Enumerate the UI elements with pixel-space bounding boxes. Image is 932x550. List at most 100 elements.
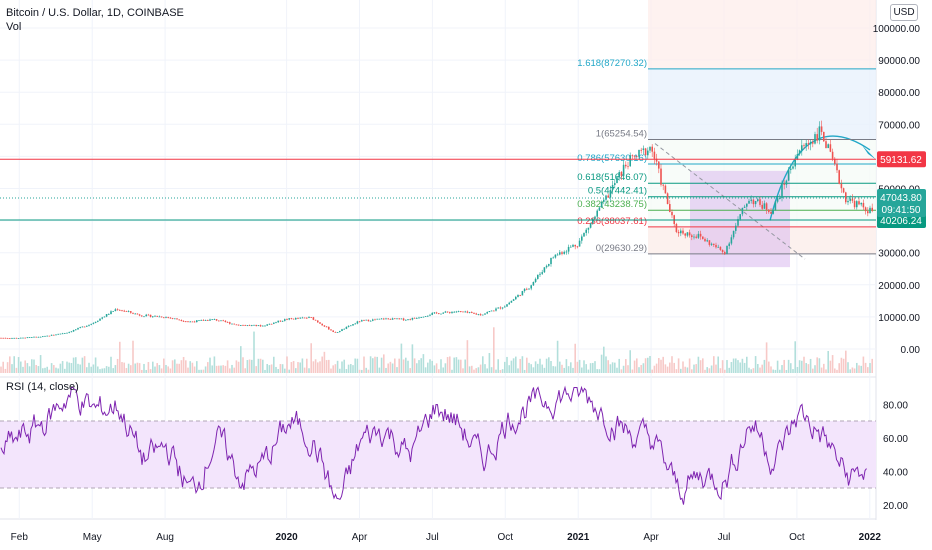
candle-body (686, 232, 689, 236)
volume-bar (517, 368, 519, 373)
candle-body (836, 163, 838, 171)
volume-bar (303, 367, 306, 373)
volume-bar (658, 358, 660, 373)
volume-bar (493, 327, 495, 373)
volume-bar (180, 360, 183, 373)
candle-body (108, 314, 110, 315)
volume-bar (699, 360, 702, 373)
candle-body (24, 337, 26, 339)
volume-bar (739, 362, 741, 373)
candle-body (827, 144, 829, 149)
volume-bar (198, 369, 200, 373)
price-tag-label: 40206.24 (880, 216, 922, 227)
candle-body (39, 336, 42, 338)
candle-body (123, 310, 125, 312)
volume-bar (605, 356, 607, 373)
candle-body (611, 185, 614, 191)
volume-bar (356, 358, 359, 373)
volume-bar (691, 369, 693, 373)
volume-bar (343, 359, 345, 373)
price-tick-label: 20000.00 (878, 281, 920, 292)
candle-body (290, 318, 293, 320)
time-tick-label: Apr (352, 532, 368, 543)
candle-body (603, 199, 605, 202)
candle-body (633, 155, 636, 157)
candle-body (372, 319, 374, 321)
volume-bar (185, 360, 187, 373)
candle-body (493, 310, 495, 312)
volume-bar (251, 359, 253, 373)
candle-body (763, 203, 766, 209)
candle-body (530, 285, 532, 289)
volume-bar (631, 369, 634, 373)
volume-bar (530, 364, 532, 373)
price-tick-label: 80000.00 (878, 88, 920, 99)
volume-bar (110, 356, 112, 373)
candle-body (174, 318, 176, 320)
candle-body (642, 148, 645, 151)
volume-bar (849, 369, 851, 373)
candle-body (752, 199, 755, 205)
candle-body (455, 311, 458, 313)
volume-bar (233, 367, 235, 373)
time-tick-label: Feb (11, 532, 29, 543)
volume-bar (455, 357, 458, 373)
candle-body (748, 200, 750, 204)
candle-body (589, 223, 592, 228)
candle-body (576, 246, 579, 248)
volume-bar (713, 356, 715, 373)
candle-body (13, 337, 15, 339)
candle-body (248, 325, 251, 326)
volume-bar (264, 369, 266, 373)
volume-bar (706, 367, 708, 373)
candle-body (332, 330, 334, 332)
volume-bar (242, 357, 244, 373)
candle-body (501, 307, 504, 309)
volume-bar (466, 340, 469, 373)
candle-body (380, 318, 383, 320)
volume-bar (543, 367, 546, 373)
volume-bar (174, 359, 176, 373)
candle-body (75, 329, 77, 331)
volume-bar (508, 365, 510, 373)
volume-bar (759, 367, 761, 373)
candle-body (644, 148, 647, 156)
candle-body (471, 312, 473, 314)
candle-body (244, 325, 246, 326)
candle-body (418, 317, 420, 319)
candle-body (295, 318, 297, 320)
volume-bar (37, 366, 40, 373)
volume-bar (523, 369, 526, 373)
candle-body (431, 313, 433, 315)
candle-body (594, 216, 596, 219)
volume-bar (70, 363, 73, 373)
volume-bar (787, 359, 790, 373)
candle-body (433, 312, 436, 314)
candle-body (385, 318, 387, 320)
candle-body (204, 320, 207, 321)
candle-body (669, 204, 671, 212)
candle-body (409, 319, 411, 321)
volume-bar (438, 369, 440, 373)
candle-body (413, 317, 416, 319)
currency-button[interactable]: USD (890, 4, 918, 21)
volume-bar (361, 369, 363, 373)
candle-body (567, 246, 570, 252)
volume-bar (26, 363, 29, 373)
candle-body (512, 299, 515, 301)
candle-body (343, 328, 345, 330)
candle-body (354, 323, 356, 325)
candle-body (119, 309, 121, 311)
volume-bar (737, 360, 739, 373)
volume-bar (752, 368, 755, 373)
candle-body (871, 207, 873, 211)
candle-body (825, 141, 827, 149)
volume-bar (125, 368, 128, 373)
candle-body (180, 320, 183, 321)
volume-bar (413, 358, 416, 373)
volume-bar (515, 356, 517, 373)
volume-bar (827, 350, 829, 373)
volume-bar (620, 369, 623, 373)
candle-body (869, 207, 871, 214)
